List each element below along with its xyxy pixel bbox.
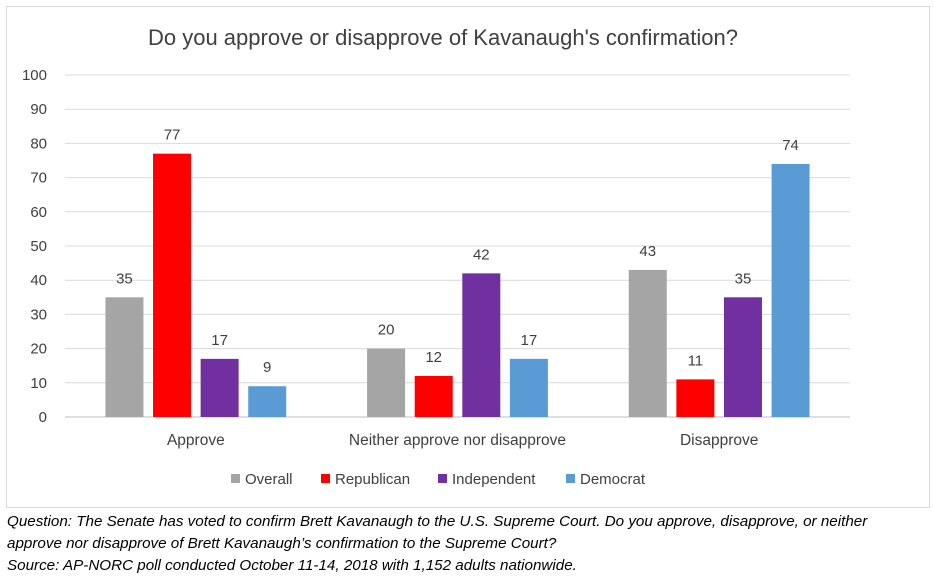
legend-entry: Republican (335, 471, 410, 488)
bar-democrat (248, 386, 287, 417)
chart-caption: Question: The Senate has voted to confir… (7, 511, 932, 577)
caption-source: Source: AP-NORC poll conducted October 1… (7, 557, 577, 574)
data-label: 77 (164, 127, 181, 144)
bar-democrat (771, 163, 810, 417)
data-label: 42 (473, 246, 490, 263)
bar-overall (367, 348, 406, 417)
data-label: 74 (782, 137, 799, 154)
y-tick-label: 60 (30, 204, 47, 221)
bar-overall (105, 297, 144, 417)
bar-republican (153, 153, 192, 417)
legend-entry: Overall (245, 471, 293, 488)
y-tick-label: 0 (39, 409, 47, 426)
y-tick-label: 90 (30, 101, 47, 118)
data-label: 11 (688, 352, 704, 369)
y-tick-label: 50 (30, 238, 47, 255)
x-tick-label: Approve (167, 432, 225, 449)
x-tick-label: Neither approve nor disapprove (349, 432, 566, 449)
data-label: 35 (735, 270, 752, 287)
chart-frame: Do you approve or disapprove of Kavanaug… (6, 6, 930, 508)
bar-democrat (509, 358, 548, 417)
y-tick-label: 20 (30, 341, 47, 358)
bar-independent (200, 358, 239, 417)
caption-question-line-2: approve nor disapprove of Brett Kavanaug… (7, 535, 557, 552)
legend-entry: Democrat (580, 471, 646, 488)
legend-swatch (438, 474, 447, 483)
legend-swatch (231, 474, 240, 483)
x-tick-label: Disapprove (680, 432, 758, 449)
bar-overall (628, 269, 667, 417)
caption-question-line-1: Question: The Senate has voted to confir… (7, 513, 868, 530)
data-label: 43 (639, 243, 656, 260)
bar-independent (462, 273, 501, 417)
data-label: 17 (521, 332, 538, 349)
chart-title: Do you approve or disapprove of Kavanaug… (148, 25, 738, 50)
bar-republican (414, 375, 453, 417)
y-tick-label: 80 (30, 135, 47, 152)
y-tick-label: 30 (30, 306, 47, 323)
y-tick-label: 100 (22, 67, 47, 84)
y-tick-label: 10 (30, 375, 47, 392)
legend-entry: Independent (452, 471, 536, 488)
data-label: 35 (116, 270, 133, 287)
legend-swatch (321, 474, 330, 483)
data-label: 12 (425, 349, 442, 366)
bar-republican (676, 379, 715, 417)
y-tick-label: 70 (30, 170, 47, 187)
data-label: 17 (211, 332, 228, 349)
y-tick-label: 40 (30, 272, 47, 289)
legend-swatch (566, 474, 575, 483)
data-label: 20 (378, 322, 395, 339)
bar-independent (723, 297, 762, 417)
data-label: 9 (263, 359, 271, 376)
bar-chart: Do you approve or disapprove of Kavanaug… (22, 25, 850, 488)
